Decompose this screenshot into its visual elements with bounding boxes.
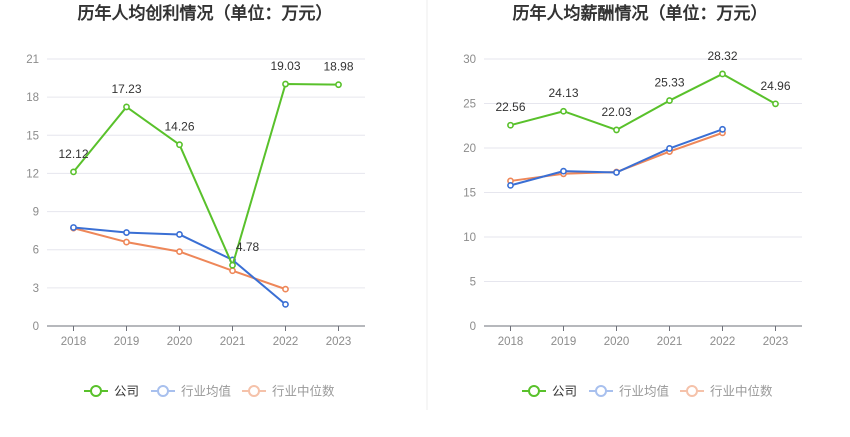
- legend: 公司 行业均值 行业中位数: [84, 384, 335, 399]
- x-tick-label: 2019: [551, 336, 577, 348]
- x-tick-label: 2020: [604, 336, 630, 348]
- data-point-industry-median: [123, 238, 130, 246]
- data-point-industry-median: [282, 285, 289, 293]
- data-point-industry-avg: [719, 125, 726, 133]
- legend-marker-icon: [248, 385, 260, 397]
- legend-marker-icon: [528, 385, 540, 397]
- y-tick-label: 25: [463, 99, 476, 111]
- data-point-company: [507, 121, 514, 129]
- legend-item-industry-median[interactable]: 行业中位数: [680, 384, 773, 399]
- legend-label: 公司: [114, 384, 139, 399]
- legend: 公司 行业均值 行业中位数: [522, 384, 773, 399]
- y-tick-label: 20: [463, 143, 476, 155]
- y-tick-label: 15: [463, 188, 476, 200]
- data-label: 22.56: [495, 100, 525, 114]
- series-line-company: [510, 72, 776, 131]
- chart-salary-per-capita: 历年人均薪酬情况（单位：万元） 0 5 10 15 20 25 30 2018 2019 2020…: [463, 3, 802, 348]
- data-point-company: [176, 141, 183, 149]
- y-tick-label: 0: [33, 321, 39, 333]
- y-tick-label: 3: [33, 283, 39, 295]
- data-point-company: [613, 126, 620, 134]
- data-label: 25.33: [654, 76, 684, 90]
- chart-title: 历年人均创利情况（单位：万元）: [78, 3, 333, 24]
- legend-item-company[interactable]: 公司: [84, 384, 139, 399]
- x-tick-label: 2021: [657, 336, 683, 348]
- data-point-company: [335, 81, 342, 89]
- legend-item-industry-avg[interactable]: 行业均值: [151, 384, 231, 399]
- legend-marker-icon: [90, 385, 102, 397]
- legend-label: 行业中位数: [272, 384, 335, 399]
- data-label: 18.98: [323, 60, 353, 74]
- legend-item-industry-avg[interactable]: 行业均值: [589, 384, 669, 399]
- legend-label: 行业均值: [181, 384, 231, 399]
- y-tick-label: 21: [26, 54, 39, 66]
- data-point-industry-avg: [613, 169, 620, 176]
- data-label: 24.96: [760, 79, 790, 93]
- data-point-company: [560, 107, 567, 115]
- legend-marker-icon: [595, 385, 607, 397]
- data-point-industry-avg: [176, 231, 183, 238]
- data-point-company: [666, 97, 673, 104]
- data-point-industry-avg: [282, 300, 289, 308]
- series-line-industry-avg: [510, 128, 723, 187]
- legend-item-company[interactable]: 公司: [522, 384, 577, 399]
- data-point-industry-avg: [507, 181, 514, 189]
- y-tick-label: 18: [26, 92, 39, 104]
- x-tick-label: 2023: [763, 336, 789, 348]
- data-point-industry-avg: [560, 167, 567, 175]
- y-tick-label: 0: [470, 321, 476, 333]
- y-tick-label: 5: [470, 277, 476, 289]
- x-tick-label: 2018: [61, 336, 87, 348]
- data-point-company: [123, 103, 130, 111]
- y-tick-label: 9: [33, 207, 39, 219]
- data-label: 19.03: [270, 59, 300, 73]
- y-tick-label: 30: [463, 54, 476, 66]
- data-point-company: [719, 70, 726, 78]
- legend-label: 行业均值: [619, 384, 669, 399]
- data-label: 28.32: [707, 49, 737, 63]
- y-tick-label: 12: [26, 168, 39, 180]
- data-point-company: [229, 261, 236, 269]
- series-line-industry-avg: [73, 226, 287, 306]
- chart-profit-per-capita: 历年人均创利情况（单位：万元） 0 3 6 9 12 15 18 21 2018 2019 2020…: [26, 3, 365, 348]
- x-tick-label: 2022: [273, 336, 299, 348]
- data-point-industry-median: [229, 267, 236, 275]
- x-tick-label: 2018: [498, 336, 524, 348]
- legend-item-industry-median[interactable]: 行业中位数: [242, 384, 335, 399]
- data-label: 22.03: [601, 105, 631, 119]
- legend-marker-icon: [157, 385, 169, 397]
- data-label: 24.13: [548, 86, 578, 100]
- data-label: 17.23: [111, 82, 141, 96]
- legend-label: 公司: [552, 384, 577, 399]
- legend-label: 行业中位数: [710, 384, 773, 399]
- series-line-company: [72, 83, 339, 267]
- data-point-industry-avg: [666, 145, 673, 152]
- data-point-industry-avg: [70, 224, 77, 231]
- x-tick-label: 2021: [220, 336, 246, 348]
- y-tick-label: 15: [26, 130, 39, 142]
- y-tick-label: 10: [463, 232, 476, 244]
- x-tick-label: 2022: [710, 336, 736, 348]
- data-label: 14.26: [164, 120, 194, 134]
- data-label: 4.78: [236, 240, 260, 254]
- x-tick-label: 2020: [167, 336, 193, 348]
- data-point-industry-avg: [123, 229, 130, 236]
- data-point-company: [282, 80, 289, 88]
- x-tick-label: 2019: [114, 336, 140, 348]
- chart-title: 历年人均薪酬情况（单位：万元）: [513, 3, 768, 24]
- legend-marker-icon: [686, 385, 698, 397]
- data-point-company: [772, 100, 779, 108]
- data-point-industry-median: [176, 248, 183, 256]
- data-point-company: [70, 168, 77, 176]
- data-label: 12.12: [58, 147, 88, 161]
- x-tick-label: 2023: [326, 336, 352, 348]
- y-tick-label: 6: [33, 245, 39, 257]
